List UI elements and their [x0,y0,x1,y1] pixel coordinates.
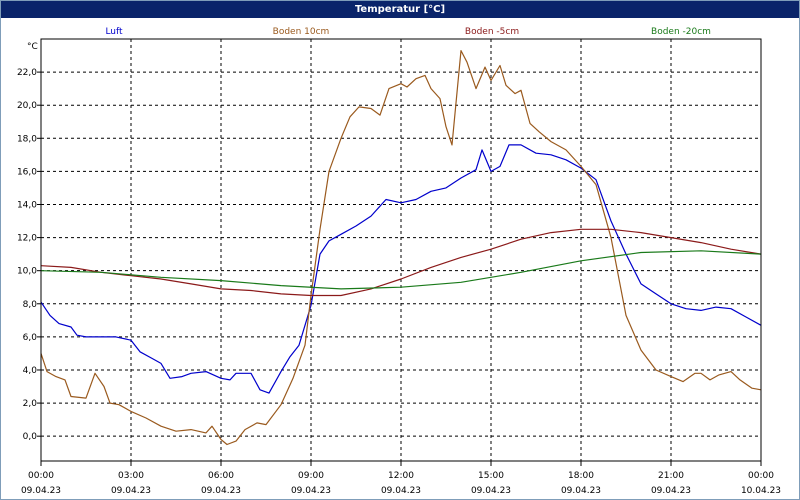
x-tick-date-label: 10.04.23 [741,486,781,496]
y-tick-label: 20,0 [17,101,37,111]
series-lines [40,50,762,446]
x-tick-date-label: 09.04.23 [291,486,331,496]
legend-entry-luft: Luft [105,27,123,37]
plot-border [40,38,762,462]
series-line-boden-10cm [40,50,762,446]
x-tick-time-label: 15:00 [478,471,504,481]
y-tick-label: 16,0 [17,167,37,177]
legend: Luft Boden 10cm Boden -5cm Boden -20cm [105,27,711,37]
x-axis-tick-labels: 00:00 09.04.23 03:00 09.04.23 06:00 09.04.23 0… [21,471,781,496]
x-tick-time-label: 18:00 [568,471,594,481]
y-axis-tick-labels: 0,0 2,0 4,0 6,0 8,0 10,0 12,0 14,0 16,0 18,0 20,0 2… [17,68,37,442]
y-tick-label: 18,0 [17,134,37,144]
legend-entry-boden-10cm: Boden 10cm [273,27,330,37]
x-tick-time-label: 09:00 [298,471,324,481]
legend-entry-boden-20cm: Boden -20cm [651,27,711,37]
legend-entry-boden-5cm: Boden -5cm [465,27,519,37]
x-tick-time-label: 12:00 [388,471,414,481]
y-tick-label: 0,0 [23,432,38,442]
x-tick-time-label: 21:00 [658,471,684,481]
y-tick-label: 22,0 [17,68,37,78]
series-line-boden-20cm [40,250,762,290]
x-tick-date-label: 09.04.23 [21,486,61,496]
x-tick-date-label: 09.04.23 [651,486,691,496]
x-tick-time-label: 00:00 [28,471,54,481]
chart-title: Temperatur [°C] [354,4,446,15]
x-tick-time-label: 06:00 [208,471,234,481]
series-line-boden-5cm [40,228,762,297]
grid [37,39,762,466]
y-tick-label: 2,0 [23,399,38,409]
y-tick-label: 12,0 [17,234,37,244]
chart-title-bar: Temperatur [°C] [1,1,799,18]
x-tick-time-label: 03:00 [118,471,144,481]
y-tick-label: 6,0 [23,333,38,343]
series-line-luft [40,144,762,394]
x-tick-date-label: 09.04.23 [201,486,241,496]
x-tick-date-label: 09.04.23 [561,486,601,496]
y-axis-unit: °C [27,42,38,52]
x-tick-date-label: 09.04.23 [111,486,151,496]
y-tick-label: 10,0 [17,267,37,277]
y-tick-label: 14,0 [17,200,37,210]
x-tick-date-label: 09.04.23 [471,486,511,496]
x-tick-date-label: 09.04.23 [381,486,421,496]
y-tick-label: 4,0 [23,366,38,376]
x-tick-time-label: 00:00 [748,471,774,481]
y-tick-label: 8,0 [23,300,38,310]
